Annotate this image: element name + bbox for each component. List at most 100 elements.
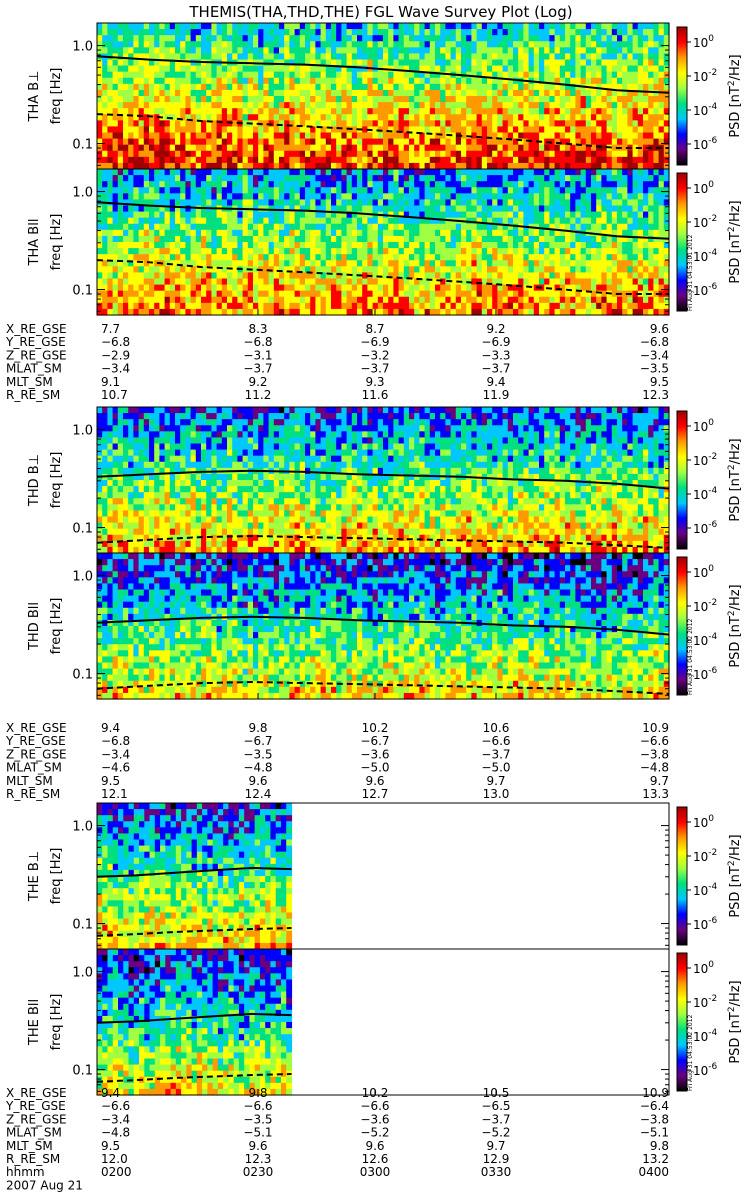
dashed-line-series	[96, 259, 669, 295]
ephemeris-value: 13.0	[483, 787, 510, 801]
ephemeris-value: 9.5	[101, 1139, 120, 1153]
ephemeris-name: R_RE_SM	[6, 787, 60, 801]
ephemeris-name: Y_RE_GSE	[5, 734, 66, 748]
colorbar-label: PSD [nT2/Hz]	[727, 438, 743, 521]
ephemeris-value: 8.3	[248, 322, 267, 336]
ephemeris-name: Z_RE_GSE	[6, 1112, 67, 1126]
panel-frame	[96, 948, 670, 1096]
ephemeris-value: −4.8	[101, 1126, 130, 1140]
timestamp-stamp: Fri Aug 31 04:53:02 2012	[687, 1014, 694, 1091]
dashed-line-series	[96, 680, 670, 695]
colorbar-tick-label: 10-6	[693, 136, 718, 152]
freq-axis-label: freq [Hz]	[49, 452, 64, 509]
colorbar	[676, 806, 688, 946]
colorbar-tick-label: 10-2	[693, 598, 717, 614]
spectrogram-cells	[97, 169, 670, 316]
ephemeris-value: 12.4	[245, 787, 272, 801]
dashed-line-series	[96, 1073, 292, 1083]
ephemeris-value: 9.2	[248, 375, 267, 389]
ephemeris-value: −3.6	[360, 1112, 389, 1126]
ephemeris-value: 9.4	[101, 1086, 120, 1100]
ephemeris-value: 10.5	[483, 1086, 510, 1100]
ephemeris-value: 8.7	[365, 322, 384, 336]
panel-frame	[96, 552, 670, 700]
ephemeris-name: MLAT_SM	[6, 1126, 62, 1140]
solid-line-series	[96, 469, 670, 490]
colorbar-tick-label: 10-4	[693, 632, 718, 648]
ephemeris-value: −3.3	[481, 348, 510, 362]
colorbar-tick-label: 100	[693, 960, 714, 976]
ephemeris-value: −6.6	[243, 1099, 272, 1113]
ephemeris-value: −6.6	[101, 1099, 130, 1113]
ephemeris-value: −3.7	[481, 1112, 510, 1126]
time-tick-label: 0400	[638, 1165, 669, 1179]
freq-tick-label: 1.0	[72, 186, 93, 201]
ephemeris-value: 12.1	[101, 787, 128, 801]
panel-label: THD B⊥	[27, 454, 42, 507]
ephemeris-name: MLT_SM	[6, 774, 53, 788]
ephemeris-value: −5.2	[481, 1126, 510, 1140]
panel-frame	[96, 168, 670, 316]
ephemeris-value: −3.5	[243, 1112, 272, 1126]
ephemeris-value: 12.7	[362, 787, 389, 801]
freq-tick-label: 0.1	[72, 138, 93, 153]
panel-label: THE Bll	[27, 999, 42, 1046]
ephemeris-value: 10.2	[362, 721, 389, 735]
ephemeris-value: 9.5	[101, 774, 120, 788]
ephemeris-value: 12.3	[245, 1152, 272, 1166]
colorbar	[676, 410, 688, 550]
ephemeris-value: 13.3	[642, 787, 669, 801]
colorbar-tick-label: 100	[693, 564, 714, 580]
ephemeris-value: 12.0	[101, 1152, 128, 1166]
freq-tick-label: 0.1	[72, 522, 93, 537]
ephemeris-value: 9.4	[101, 721, 120, 735]
ephemeris-value: −6.7	[243, 734, 272, 748]
spectrogram-panel: 1.0 0.1 THA B⊥ freq [Hz] 100 10-2 10-4 10-6 PSD …	[27, 22, 743, 170]
ephemeris-table: X_RE_GSE 7.7 8.3 8.7 9.2 9.6Y_RE_GSE −6.8 −6.8−…	[5, 322, 669, 402]
ephemeris-name: MLAT_SM	[6, 761, 62, 775]
colorbar-tick-label: 100	[693, 34, 714, 50]
ephemeris-name: Y_RE_GSE	[5, 335, 66, 349]
ephemeris-name: X_RE_GSE	[6, 322, 67, 336]
colorbar	[676, 26, 688, 166]
panel-label: THA Bll	[27, 219, 42, 267]
ephemeris-value: −3.5	[243, 747, 272, 761]
ephemeris-value: −5.0	[360, 761, 389, 775]
colorbar-tick-label: 10-4	[693, 248, 718, 264]
spectrogram-panel: 1.0 0.1 THE Bll freq [Hz] 100 10-2 10-4 10-6 PSD…	[27, 948, 743, 1096]
spectrogram-panel: 1.0 0.1 THE B⊥ freq [Hz] 100 10-2 10-4 10-6 PSD …	[27, 802, 743, 950]
ephemeris-value: 10.9	[642, 721, 669, 735]
freq-tick-label: 0.1	[72, 1064, 93, 1079]
colorbar-tick-label: 10-2	[693, 68, 717, 84]
timestamp-stamp: Fri Aug 31 04:53:01 2012	[687, 234, 694, 311]
hhmm-label: hhmm	[6, 1165, 45, 1179]
chart-title: THEMIS(THA,THD,THE) FGL Wave Survey Plot…	[188, 3, 572, 21]
ephemeris-table: X_RE_GSE 9.4 9.8 10.2 10.6 10.9 Y_RE_GSE −6.8 −6…	[5, 721, 669, 801]
ephemeris-value: 10.7	[101, 388, 128, 402]
ephemeris-layer: X_RE_GSE 7.7 8.3 8.7 9.2 9.6Y_RE_GSE −6.8 −6.8−…	[5, 322, 669, 1192]
colorbar-tick-label: 100	[693, 418, 714, 434]
colorbar-tick-label: 100	[693, 814, 714, 830]
colorbar-tick-label: 10-6	[693, 520, 718, 536]
spectrogram-cells	[97, 803, 293, 950]
ephemeris-value: −6.5	[481, 1099, 510, 1113]
ephemeris-name: Z_RE_GSE	[6, 747, 67, 761]
date-label: 2007 Aug 21	[6, 1178, 83, 1192]
ephemeris-value: −4.8	[640, 761, 669, 775]
ephemeris-value: −3.4	[101, 362, 130, 376]
freq-tick-label: 0.1	[72, 284, 93, 299]
ephemeris-value: 9.5	[650, 375, 669, 389]
ephemeris-value: 9.7	[650, 774, 669, 788]
ephemeris-value: −6.6	[360, 1099, 389, 1113]
spectrogram-cells	[97, 553, 670, 700]
freq-tick-label: 1.0	[72, 966, 93, 981]
spectrogram-panel: 1.0 0.1 THA Bll freq [Hz] 100 10-2 10-4 10-6 PSD…	[27, 168, 743, 316]
ephemeris-value: 12.6	[362, 1152, 389, 1166]
spectrogram-panel: 1.0 0.1 THD Bll freq [Hz] 100 10-2 10-4 10-6 PSD…	[27, 552, 743, 700]
panels-layer: 1.0 0.1 THA B⊥ freq [Hz] 100 10-2 10-4 10-6 PSD …	[27, 22, 743, 1096]
colorbar	[676, 172, 688, 312]
ephemeris-value: 11.2	[245, 388, 272, 402]
ephemeris-value: 9.6	[365, 774, 384, 788]
ephemeris-value: 9.6	[248, 774, 267, 788]
